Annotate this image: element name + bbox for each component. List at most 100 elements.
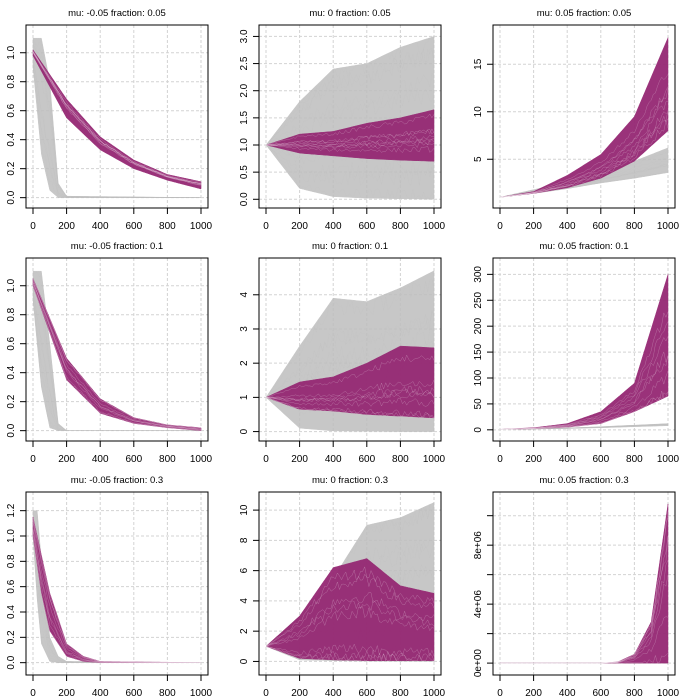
chart-panel: mu: -0.05 fraction: 0.1 0 200 400 600 800 1000… [6, 241, 213, 465]
series-other [32, 270, 201, 431]
x-tick-label: 400 [559, 454, 576, 465]
plot-box [25, 257, 209, 442]
chart-title: mu: -0.05 fraction: 0.05 [68, 8, 166, 19]
series-line-selected [265, 379, 435, 398]
chart-title: mu: 0.05 fraction: 0.05 [537, 8, 632, 19]
series-line-selected [499, 311, 669, 430]
y-tick-label: 10 [239, 504, 250, 516]
series-line-selected [32, 278, 202, 429]
y-tick-label: 10 [473, 106, 484, 118]
plot-box [492, 491, 676, 676]
y-tick-label: 0 [473, 427, 484, 433]
series-line-selected [499, 86, 669, 198]
series-line-selected [500, 652, 669, 664]
x-tick-label: 0 [30, 688, 36, 699]
series-band-selected [32, 278, 202, 431]
series-line-other [32, 298, 201, 431]
x-tick-label: 1000 [657, 454, 680, 465]
series-line-selected [32, 517, 202, 663]
x-tick-label: 600 [358, 454, 375, 465]
series-line-selected [265, 646, 435, 662]
series-line-other [32, 290, 201, 431]
y-tick-label: 0.0 [6, 655, 17, 669]
x-tick-label: 200 [291, 688, 308, 699]
series-line-selected [499, 321, 669, 430]
chart-title: mu: 0 fraction: 0.1 [312, 241, 388, 252]
x-tick-label: 800 [392, 688, 409, 699]
series-line-selected [500, 391, 669, 430]
x-tick-label: 0 [263, 454, 269, 465]
series-line-other [32, 61, 202, 198]
x-tick-label: 800 [159, 688, 176, 699]
series-selected [265, 109, 435, 162]
chart-panel: mu: 0 fraction: 0.1 0 200 400 600 800 1000 0 1 2 3… [239, 241, 446, 465]
series-line-selected [265, 113, 435, 146]
chart-title: mu: -0.05 fraction: 0.3 [71, 475, 163, 486]
series-line-selected [32, 51, 202, 184]
x-tick-label: 600 [125, 454, 142, 465]
series-band-selected [499, 274, 669, 430]
series-band-selected [265, 345, 435, 419]
y-tick-label: 2 [239, 628, 250, 634]
series-line-selected [32, 51, 202, 185]
plot-box [492, 257, 676, 442]
series-line-selected [265, 643, 435, 657]
x-tick-label: 0 [497, 454, 503, 465]
x-tick-label: 600 [592, 221, 609, 232]
x-tick-label: 0 [30, 454, 36, 465]
series-line-other [32, 56, 202, 198]
series-line-selected [32, 280, 202, 429]
x-tick-label: 1000 [190, 221, 213, 232]
y-tick-label: 8e+06 [473, 531, 484, 560]
x-tick-label: 1000 [423, 221, 446, 232]
series-line-selected [265, 592, 435, 647]
series-line-selected [500, 535, 669, 664]
series-other [32, 37, 202, 198]
series-line-other [265, 310, 435, 398]
series-line-selected [500, 560, 669, 664]
series-line-selected [499, 100, 669, 198]
series-line-selected [499, 351, 669, 430]
y-tick-label: 3.0 [239, 29, 250, 43]
x-tick-label: 400 [559, 688, 576, 699]
series-line-selected [32, 529, 201, 663]
x-tick-label: 600 [592, 688, 609, 699]
y-tick-label: 0.2 [6, 630, 17, 644]
chart-panel: mu: 0.05 fraction: 0.3 0 200 400 600 800 1000 0… [473, 475, 680, 699]
x-tick-label: 800 [626, 454, 643, 465]
series-selected [32, 278, 202, 431]
series-line-other [32, 291, 201, 431]
x-tick-label: 400 [559, 221, 576, 232]
series-band-other [32, 37, 202, 198]
x-tick-label: 600 [358, 688, 375, 699]
series-line-other [32, 44, 202, 198]
series-selected [32, 48, 202, 190]
x-tick-label: 200 [525, 221, 542, 232]
x-tick-label: 800 [159, 454, 176, 465]
series-line-selected [499, 120, 669, 198]
series-line-selected [500, 536, 669, 664]
series-selected [265, 558, 435, 662]
series-selected [499, 37, 669, 198]
series-line-selected [32, 529, 201, 663]
x-tick-label: 600 [125, 688, 142, 699]
series-line-selected [32, 51, 202, 184]
chart-title: mu: -0.05 fraction: 0.1 [71, 241, 163, 252]
y-tick-label: 0.8 [6, 554, 17, 568]
plot-box [25, 24, 209, 209]
series-line-selected [265, 354, 435, 398]
series-line-selected [266, 138, 435, 147]
series-line-selected [32, 535, 201, 663]
series-line-other [32, 272, 201, 431]
x-tick-label: 1000 [190, 688, 213, 699]
series-band-selected [500, 503, 669, 664]
x-tick-label: 800 [392, 454, 409, 465]
series-line-selected [32, 51, 202, 185]
series-line-other [265, 278, 435, 398]
series-band-selected [499, 37, 669, 198]
y-tick-label: 1.2 [6, 503, 17, 517]
x-tick-label: 600 [358, 221, 375, 232]
y-tick-label: 0.0 [239, 192, 250, 206]
y-tick-label: 300 [473, 266, 484, 283]
